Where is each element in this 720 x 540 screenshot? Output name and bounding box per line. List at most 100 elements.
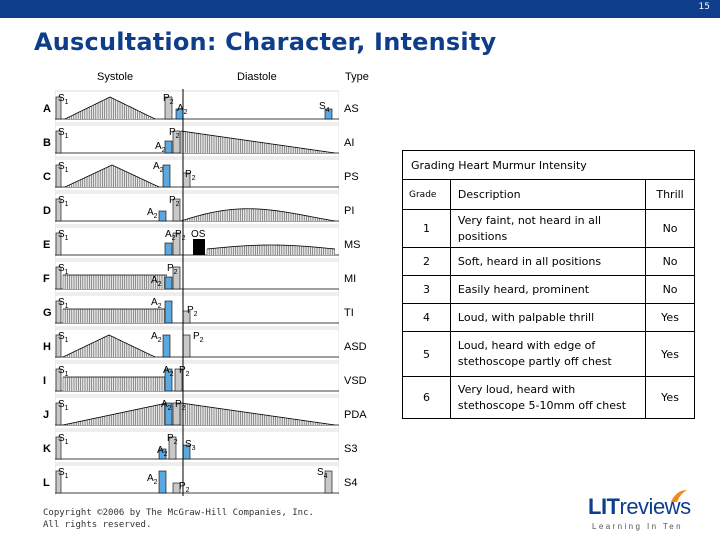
row-b-murmur-envelope bbox=[180, 130, 336, 154]
row-i-a2 bbox=[164, 368, 173, 392]
thrill-cell: No bbox=[645, 275, 695, 304]
row-i-p2-label: P2 bbox=[179, 365, 190, 378]
row-d-murmur-hatch bbox=[182, 208, 334, 221]
row-e-p2-label: P2 bbox=[175, 229, 186, 242]
row-type: PI bbox=[344, 205, 355, 217]
row-c-s1-label: S1 bbox=[58, 161, 69, 174]
row-type: S4 bbox=[344, 477, 358, 489]
heart-sound-figure: Systole Diastole Type A AS B AI C PS D PI E MS F MI… bbox=[37, 67, 369, 529]
table-row: 2 Soft, heard in all positions No bbox=[402, 247, 695, 276]
row-d-p2-label: P2 bbox=[169, 195, 180, 208]
row-c-p2-label: P2 bbox=[185, 169, 196, 182]
grade-cell: 1 bbox=[402, 209, 451, 248]
row-b-frame bbox=[55, 124, 339, 158]
row-l-s1-label: S1 bbox=[58, 467, 69, 480]
row-letter: C bbox=[43, 171, 51, 183]
row-h-s1-label: S1 bbox=[58, 331, 69, 344]
copyright-line1: Copyright ©2006 by The McGraw-Hill Compa… bbox=[43, 508, 314, 518]
row-letter: K bbox=[43, 443, 51, 455]
row-i-p2 bbox=[174, 368, 183, 392]
grade-column-header: Grade bbox=[402, 179, 451, 210]
row-b-s1-label: S1 bbox=[58, 127, 69, 140]
thrill-cell: Yes bbox=[645, 303, 695, 332]
row-c-murmur-fill bbox=[65, 165, 159, 187]
row-f-murmur-fill bbox=[63, 275, 167, 289]
row-letter: D bbox=[43, 205, 51, 217]
row-i-s1-bar bbox=[55, 368, 62, 392]
row-h-murmur-envelope bbox=[62, 334, 156, 358]
row-c-s1-bar bbox=[55, 164, 62, 188]
row-j-murmur-sys-hatch bbox=[64, 403, 167, 425]
row-letter: F bbox=[43, 273, 50, 285]
grading-table: Grading Heart Murmur Intensity Grade Des… bbox=[402, 150, 695, 419]
row-c-a2-label: A2 bbox=[153, 161, 164, 174]
row-letter: J bbox=[43, 409, 50, 421]
logo-tagline: Learning In Ten bbox=[592, 522, 684, 531]
row-d-p2 bbox=[172, 198, 181, 222]
row-b-p2 bbox=[172, 130, 181, 154]
row-h-a2-label: A2 bbox=[151, 331, 162, 344]
row-j-a2 bbox=[164, 402, 173, 426]
thrill-cell: No bbox=[645, 247, 695, 276]
row-j-murmur-dia-envelope bbox=[180, 402, 336, 426]
row-k-a2-label: A2 bbox=[157, 445, 168, 458]
row-j-murmur-dia-hatch bbox=[180, 403, 334, 425]
row-l-a2 bbox=[158, 470, 167, 494]
row-f-frame bbox=[55, 260, 339, 294]
grade-cell: 6 bbox=[402, 376, 451, 419]
table-row: 6 Very loud, heard with stethoscope 5-10… bbox=[402, 376, 695, 419]
row-k-p2-label: P2 bbox=[167, 433, 178, 446]
row-letter: G bbox=[43, 307, 52, 319]
row-e-a2 bbox=[164, 242, 173, 256]
row-k-frame bbox=[55, 430, 339, 464]
thrill-column-header: Thrill bbox=[645, 179, 695, 210]
description-cell: Loud, with palpable thrill bbox=[449, 303, 647, 332]
row-type: PDA bbox=[344, 409, 367, 421]
grade-cell: 5 bbox=[402, 331, 451, 377]
systole-header: Systole bbox=[97, 71, 134, 83]
row-h-a2 bbox=[162, 334, 171, 358]
row-e-a2-label: A2 bbox=[165, 229, 176, 242]
row-i-murmur-hatch bbox=[62, 377, 167, 391]
row-k-a2 bbox=[158, 448, 167, 460]
row-g-s1-bar bbox=[55, 300, 62, 324]
row-b-a2-label: A2 bbox=[155, 141, 166, 154]
row-a-s1-label: S1 bbox=[58, 93, 69, 106]
row-g-s1-label: S1 bbox=[58, 297, 69, 310]
row-k-s1-bar bbox=[55, 436, 62, 460]
diastole-header: Diastole bbox=[237, 71, 277, 83]
row-d-s1-bar bbox=[55, 198, 62, 222]
row-f-murmur-hatch bbox=[62, 275, 167, 289]
row-i-s1-label: S1 bbox=[58, 365, 69, 378]
row-d-frame bbox=[55, 192, 339, 226]
row-g-frame bbox=[55, 294, 339, 328]
thrill-cell: Yes bbox=[645, 376, 695, 419]
row-type: AI bbox=[344, 137, 355, 149]
logo-brand-light: reviews bbox=[619, 494, 692, 519]
row-j-a2-label: A2 bbox=[161, 399, 172, 412]
row-f-p2-label: P2 bbox=[167, 263, 178, 276]
row-h-p2 bbox=[182, 334, 191, 358]
description-column-header: Description bbox=[449, 179, 647, 210]
grade-cell: 2 bbox=[402, 247, 451, 276]
row-b-p2-label: P2 bbox=[169, 127, 180, 140]
row-a-murmur-envelope bbox=[64, 96, 156, 120]
row-i-murmur-fill bbox=[63, 377, 167, 391]
row-j-p2-label: P2 bbox=[175, 399, 186, 412]
row-d-a2 bbox=[158, 210, 167, 222]
row-letter: E bbox=[43, 239, 51, 251]
description-cell: Loud, heard with edge of stethoscope par… bbox=[449, 331, 647, 377]
row-a-frame bbox=[55, 90, 339, 124]
top-bar: 15 bbox=[0, 0, 720, 18]
row-f-p2 bbox=[172, 266, 181, 290]
description-cell: Very faint, not heard in all positions bbox=[449, 209, 647, 248]
row-a-s1-bar bbox=[55, 96, 62, 120]
row-letter: A bbox=[43, 103, 51, 115]
description-cell: Very loud, heard with stethoscope 5-10mm… bbox=[449, 376, 647, 419]
row-j-p2 bbox=[172, 402, 181, 426]
grading-table-caption: Grading Heart Murmur Intensity bbox=[402, 150, 695, 180]
row-l-p2-label: P2 bbox=[179, 481, 190, 494]
row-k-p2 bbox=[168, 436, 177, 460]
row-type: S3 bbox=[344, 443, 358, 455]
row-type: MI bbox=[344, 273, 357, 285]
